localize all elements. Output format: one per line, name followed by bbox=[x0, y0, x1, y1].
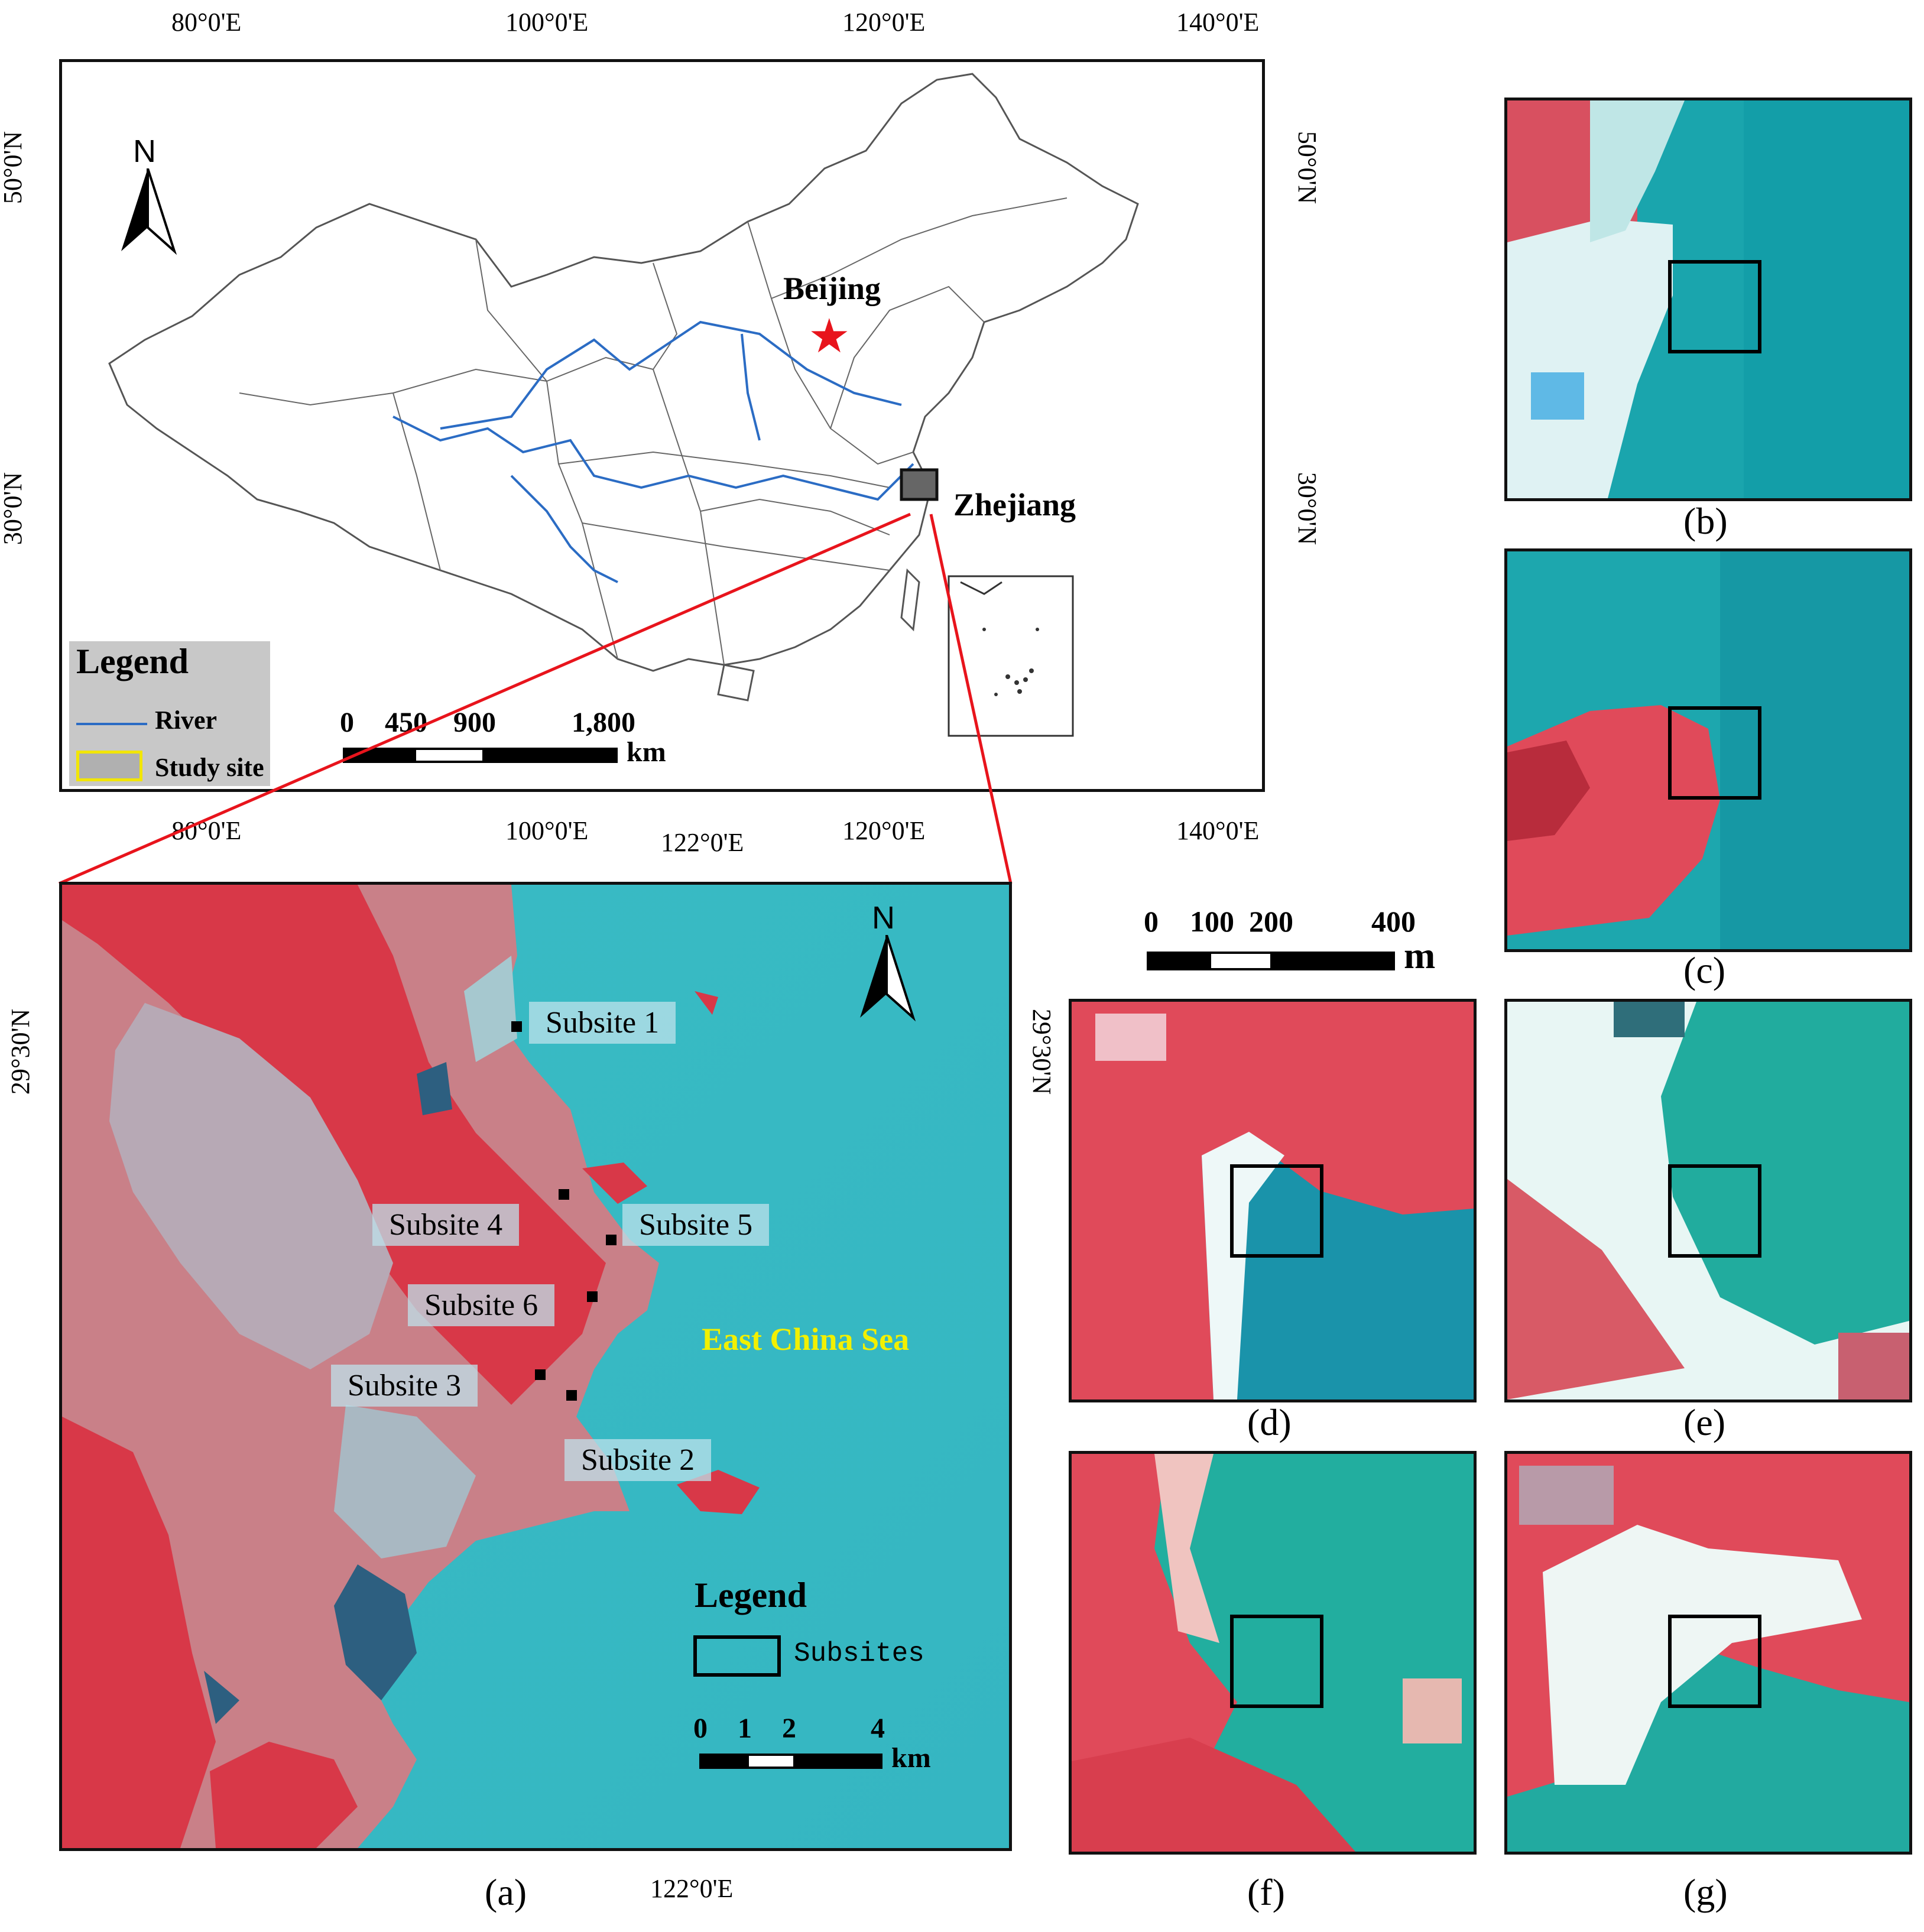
study-legend-swatch bbox=[693, 1635, 781, 1677]
subsite-box bbox=[1668, 260, 1761, 353]
city-label-beijing: Beijing bbox=[783, 271, 881, 306]
subsite-2-marker bbox=[566, 1390, 577, 1401]
study-legend-subsites-label: Subsites bbox=[794, 1638, 924, 1669]
scale-label-2: 2 bbox=[782, 1713, 796, 1744]
scale-unit: km bbox=[627, 736, 666, 768]
top-tick-120e: 120°0'E bbox=[842, 8, 926, 37]
overview-map: N Beijing ★ Zhejiang Legend River Study … bbox=[59, 59, 1265, 792]
study-site-box bbox=[900, 468, 939, 501]
river-yangtze bbox=[392, 415, 914, 501]
subsite-1-marker bbox=[511, 1021, 522, 1032]
province-label-zhejiang: Zhejiang bbox=[953, 487, 1076, 522]
detail-panel-d bbox=[1069, 999, 1477, 1402]
scale-bar-graphic bbox=[699, 1754, 882, 1769]
subsite-5-marker bbox=[606, 1235, 617, 1245]
subsite-5-label: Subsite 5 bbox=[622, 1204, 770, 1246]
subsite-3-label: Subsite 3 bbox=[331, 1365, 478, 1407]
river-yellow bbox=[440, 320, 902, 430]
detail-panel-c bbox=[1504, 548, 1912, 952]
overview-legend: Legend River Study site bbox=[69, 641, 270, 786]
right-tick-50n: 50°0'N bbox=[1293, 131, 1322, 204]
detail-panel-e bbox=[1504, 999, 1912, 1402]
subsite-box bbox=[1230, 1615, 1323, 1708]
subsite-3-marker bbox=[535, 1369, 546, 1380]
scale-label-200: 200 bbox=[1249, 905, 1293, 938]
study-bottom-tick: 122°0'E bbox=[650, 1874, 734, 1903]
top-tick-80e: 80°0'E bbox=[171, 8, 242, 37]
study-legend-title: Legend bbox=[695, 1576, 807, 1615]
legend-river-label: River bbox=[155, 706, 218, 735]
bottom-tick-120e: 120°0'E bbox=[842, 816, 926, 845]
scale-bar-graphic bbox=[343, 748, 618, 763]
caption-a: (a) bbox=[485, 1871, 527, 1913]
scale-bar-graphic bbox=[1147, 952, 1395, 970]
scale-label-0: 0 bbox=[1144, 905, 1159, 938]
top-tick-140e: 140°0'E bbox=[1176, 8, 1260, 37]
bottom-tick-100e: 100°0'E bbox=[505, 816, 589, 845]
legend-study-site-label: Study site bbox=[155, 753, 264, 782]
north-label: N bbox=[872, 900, 895, 936]
north-arrow-icon bbox=[860, 935, 916, 1022]
detail-scale-bar: 0 100 200 400 m bbox=[1144, 904, 1451, 981]
subsite-4-marker bbox=[559, 1189, 569, 1200]
left-tick-30n: 30°0'N bbox=[0, 472, 28, 545]
study-area-image: N Subsite 1 Subsite 2 Subsite 3 Subsite … bbox=[59, 882, 1012, 1851]
left-tick-50n: 50°0'N bbox=[0, 131, 28, 204]
sea-label: East China Sea bbox=[702, 1321, 910, 1357]
scale-label-1800: 1,800 bbox=[572, 707, 635, 738]
bottom-tick-140e: 140°0'E bbox=[1176, 816, 1260, 845]
north-arrow-icon bbox=[121, 168, 177, 255]
detail-panel-f bbox=[1069, 1451, 1477, 1855]
scale-unit: km bbox=[891, 1742, 931, 1774]
scale-label-900: 900 bbox=[453, 707, 496, 738]
legend-study-site-swatch bbox=[76, 751, 142, 781]
caption-f: (f) bbox=[1247, 1871, 1285, 1913]
scale-label-400: 400 bbox=[1371, 905, 1416, 938]
subsite-box bbox=[1668, 1164, 1761, 1258]
subsite-6-marker bbox=[587, 1291, 598, 1302]
satellite-image bbox=[62, 885, 760, 1848]
detail-panel-b bbox=[1504, 98, 1912, 501]
top-tick-100e: 100°0'E bbox=[505, 8, 589, 37]
study-scale-bar: 0 1 2 4 km bbox=[693, 1712, 989, 1777]
study-right-tick: 29°30'N bbox=[1027, 1008, 1057, 1095]
legend-title: Legend bbox=[76, 642, 189, 681]
scale-label-0: 0 bbox=[693, 1713, 708, 1744]
overview-scale-bar: 0 450 900 1,800 km bbox=[340, 706, 671, 777]
right-tick-30n: 30°0'N bbox=[1293, 472, 1322, 545]
north-label: N bbox=[133, 134, 156, 169]
subsite-box bbox=[1230, 1164, 1323, 1258]
subsite-box bbox=[1668, 1615, 1761, 1708]
caption-e: (e) bbox=[1683, 1401, 1726, 1443]
caption-d: (d) bbox=[1247, 1401, 1292, 1443]
north-arrow-overview: N bbox=[115, 133, 180, 255]
caption-g: (g) bbox=[1683, 1871, 1728, 1913]
caption-b: (b) bbox=[1683, 500, 1728, 542]
scale-label-0: 0 bbox=[340, 707, 354, 738]
capital-star-icon: ★ bbox=[808, 311, 851, 363]
subsite-1-label: Subsite 1 bbox=[529, 1002, 676, 1044]
subsite-4-label: Subsite 4 bbox=[372, 1204, 520, 1246]
scale-label-4: 4 bbox=[871, 1713, 885, 1744]
north-arrow-study: N bbox=[854, 900, 919, 1030]
study-top-tick: 122°0'E bbox=[661, 828, 744, 857]
subsite-6-label: Subsite 6 bbox=[408, 1284, 555, 1326]
south-china-sea-inset bbox=[948, 575, 1074, 737]
caption-c: (c) bbox=[1683, 949, 1726, 991]
detail-panel-g bbox=[1504, 1451, 1912, 1855]
study-left-tick: 29°30'N bbox=[6, 1008, 35, 1095]
scale-unit: m bbox=[1404, 934, 1436, 976]
legend-river-swatch bbox=[76, 723, 147, 725]
bottom-tick-80e: 80°0'E bbox=[171, 816, 242, 845]
scale-label-450: 450 bbox=[385, 707, 427, 738]
scale-label-1: 1 bbox=[738, 1713, 752, 1744]
scale-label-100: 100 bbox=[1190, 905, 1234, 938]
subsite-box bbox=[1668, 706, 1761, 800]
subsite-2-label: Subsite 2 bbox=[564, 1439, 712, 1481]
